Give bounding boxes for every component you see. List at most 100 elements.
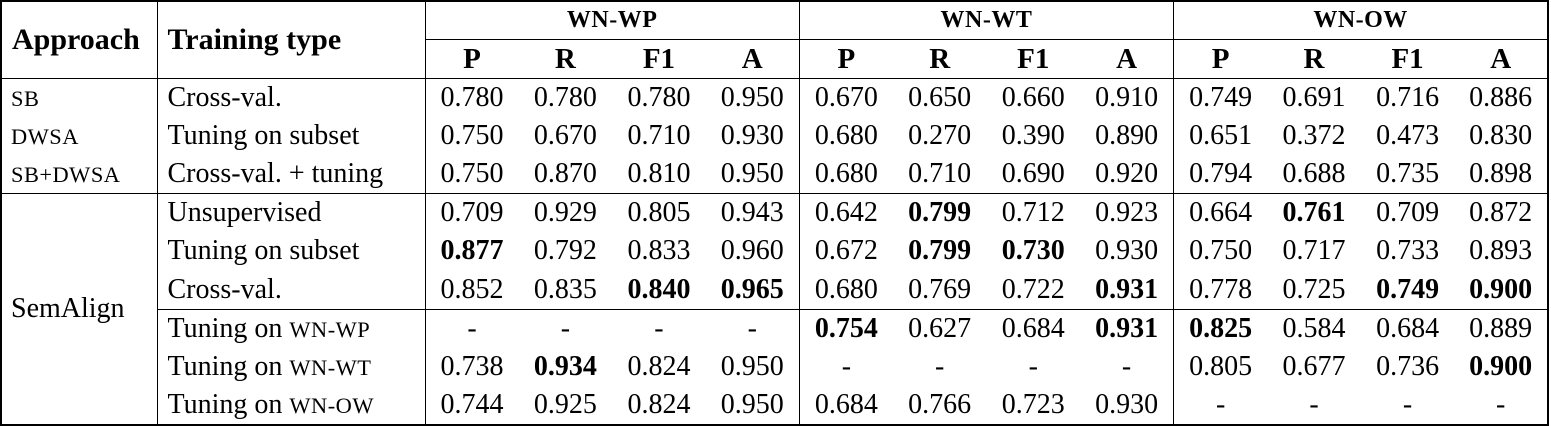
metric-value-cell: 0.930 [720,120,784,152]
approach-cell: SemAlign [1,193,157,425]
metric-value-cell: 0.750 [424,155,519,194]
metric-value-cell: 0.886 [1469,82,1533,114]
table-row: SemAlign Unsupervised 0.709 0.929 0.805 0.943… [1,193,1548,425]
metric-header-f1: F1 [612,39,706,79]
metric-value-cell: 0.766 [908,388,972,420]
metric-value-cell: 0.824 [627,350,691,382]
metric-value-cell: 0.730 [1001,235,1065,267]
metric-value-cell: 0.684 [1360,308,1455,348]
metric-value-cell: 0.642 [798,193,893,233]
group-header-wn-wt: WN-WT [798,1,1174,40]
metric-value-cell: 0.664 [1173,193,1268,233]
training-type-label: Tuning on subset [167,235,360,267]
metric-value-cell: 0.780 [627,82,691,114]
training-type-cell: Unsupervised [156,193,425,233]
metric-value-cell: 0.893 [1469,235,1533,267]
metric-value-cell: 0.960 [720,235,784,267]
metric-value-cell: 0.872 [1454,193,1548,233]
metric-header-p: P [1173,39,1268,79]
metric-value-cell: 0.733 [1376,235,1440,267]
training-type-cell: Tuning on subset [156,117,425,156]
metric-value-cell: - [935,350,945,382]
metric-value-cell: 0.877 [424,232,519,271]
table-row: Tuning on WN-WT 0.738 0.934 0.824 0.950- - - -0… [1,347,1548,386]
metric-value-cell: - [518,308,613,348]
metric-value-cell: - [612,308,706,348]
metric-header-r: R [518,39,613,79]
metric-value-cell: 0.910 [1095,82,1159,114]
metric-value-cell: 0.390 [1001,120,1065,152]
metric-value-cell: 0.684 [986,308,1081,348]
metric-value-cell: 0.950 [720,158,784,190]
approach-label: SB [11,86,40,112]
metric-header-a: A [1080,39,1174,79]
metric-value-cell: 0.925 [533,388,597,420]
training-type-label: Cross-val. [167,273,282,305]
metric-value-cell: 0.898 [1469,158,1533,190]
metric-value-cell: - [1402,388,1413,420]
metric-value-cell: 0.810 [627,158,691,190]
metric-header-a: A [705,39,800,79]
metric-value-cell: 0.890 [1095,120,1159,152]
metric-value-cell: 0.780 [424,78,519,118]
metric-value-cell: 0.717 [1282,235,1346,267]
column-header-approach: Approach [1,1,157,79]
training-type-cell: Tuning on WN-WP [156,308,425,348]
metric-value-cell: 0.627 [892,308,987,348]
metric-value-cell: 0.833 [627,235,691,267]
metric-header-f1: F1 [1360,39,1455,79]
group-header-wn-wp: WN-WP [424,1,800,40]
metric-header-row: P R F1 A P R F1 A P R F1 A [1,39,1548,79]
metric-value-cell: 0.943 [705,193,800,233]
table-row: Tuning on WN-WP - - - -0.754 0.627 0.684 0.931 0… [1,308,1548,348]
metric-value-cell: 0.931 [1095,273,1159,305]
metric-value-cell: 0.584 [1267,308,1361,348]
metric-value-cell: 0.744 [424,385,519,425]
metric-value-cell: 0.750 [1173,232,1268,271]
group-header-wn-ow: WN-OW [1173,1,1548,40]
metric-header-r: R [1267,39,1361,79]
training-type-dataset-label: WN-WP [289,316,371,342]
metric-value-cell: 0.799 [892,193,987,233]
table-row: Tuning on WN-OW 0.744 0.925 0.824 0.950 0.684… [1,385,1548,425]
metric-value-cell: 0.735 [1376,158,1440,190]
metric-value-cell: 0.677 [1282,350,1346,382]
metric-value-cell: 0.372 [1282,120,1346,152]
metric-value-cell: 0.650 [908,82,972,114]
table-row: Cross-val. 0.852 0.835 0.840 0.965 0.680 0.769… [1,270,1548,310]
metric-value-cell: 0.929 [518,193,613,233]
metric-value-cell: 0.712 [986,193,1081,233]
metric-value-cell: 0.680 [798,155,893,194]
metric-value-cell: 0.830 [1469,120,1533,152]
approach-cell: SB+DWSA [1,155,157,194]
metric-value-cell: 0.792 [533,235,597,267]
results-table-body: SB Cross-val. 0.780 0.780 0.780 0.950 0.670 0.6… [1,78,1548,425]
metric-value-cell: - [424,308,519,348]
training-type-cell: Tuning on WN-OW [156,385,425,425]
table-row: SB Cross-val. 0.780 0.780 0.780 0.950 0.670 0.6… [1,78,1548,118]
training-type-label: Tuning on [167,388,290,420]
metric-value-cell: 0.780 [533,82,597,114]
metric-header-p: P [424,39,519,79]
metric-value-cell: 0.722 [1001,273,1065,305]
metric-value-cell: 0.965 [720,273,784,305]
metric-value-cell: 0.761 [1267,193,1361,233]
metric-value-cell: 0.749 [1173,78,1268,118]
training-type-cell: Tuning on WN-WT [156,347,425,386]
metric-value-cell: 0.736 [1376,350,1440,382]
table-row: SB+DWSA Cross-val. + tuning 0.750 0.870 0.81… [1,155,1548,194]
metric-value-cell: 0.799 [908,235,972,267]
metric-value-cell: 0.923 [1080,193,1174,233]
metric-value-cell: 0.950 [720,388,784,420]
metric-value-cell: 0.473 [1376,120,1440,152]
metric-value-cell: 0.920 [1095,158,1159,190]
metric-value-cell: 0.660 [1001,82,1065,114]
metric-value-cell: 0.738 [424,347,519,386]
metric-header-a: A [1454,39,1548,79]
metric-value-cell: 0.930 [1095,388,1159,420]
approach-cell: SB [1,79,157,118]
training-type-cell: Cross-val. [156,270,425,310]
training-type-label: Tuning on subset [167,120,360,152]
approach-label: SemAlign [11,293,125,325]
metric-value-cell: 0.750 [424,117,519,156]
